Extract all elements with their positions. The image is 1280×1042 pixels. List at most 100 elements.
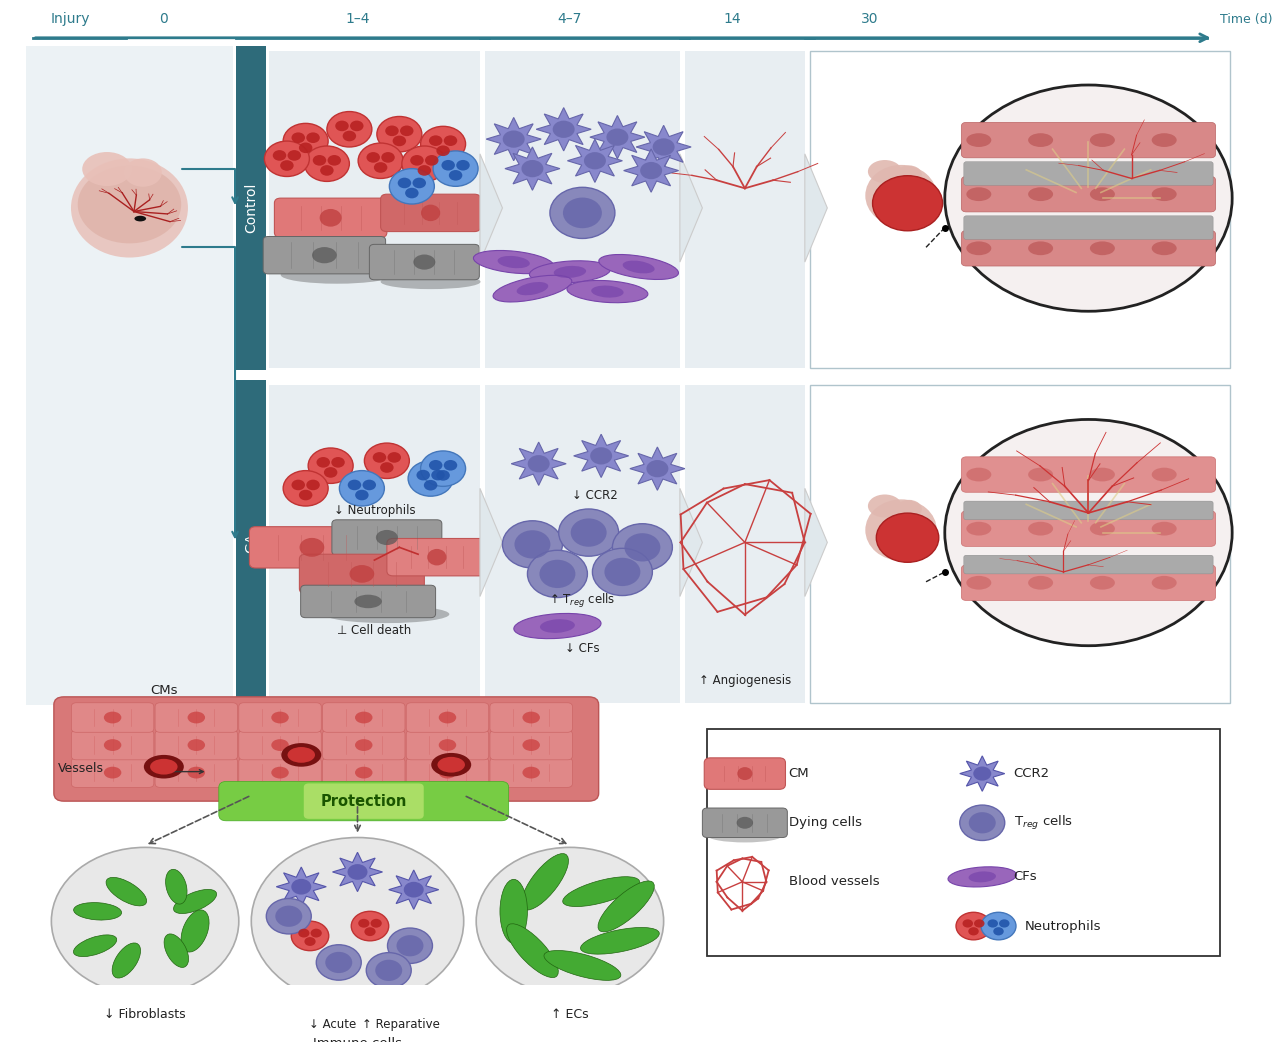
FancyBboxPatch shape bbox=[155, 702, 238, 733]
Circle shape bbox=[292, 479, 305, 491]
Text: CCR2: CCR2 bbox=[1014, 767, 1050, 780]
Ellipse shape bbox=[271, 767, 289, 778]
Ellipse shape bbox=[540, 619, 575, 632]
Ellipse shape bbox=[1028, 576, 1053, 590]
Circle shape bbox=[539, 560, 576, 588]
Circle shape bbox=[558, 508, 618, 556]
FancyBboxPatch shape bbox=[490, 702, 572, 733]
Text: Immune cells: Immune cells bbox=[314, 1037, 402, 1042]
Ellipse shape bbox=[1089, 576, 1115, 590]
Polygon shape bbox=[511, 442, 566, 486]
FancyBboxPatch shape bbox=[703, 808, 787, 838]
Circle shape bbox=[553, 121, 575, 138]
Text: ↓ Fibroblasts: ↓ Fibroblasts bbox=[104, 1008, 186, 1021]
Ellipse shape bbox=[868, 495, 901, 518]
Circle shape bbox=[366, 952, 411, 988]
Ellipse shape bbox=[143, 754, 184, 778]
Circle shape bbox=[503, 521, 562, 568]
Ellipse shape bbox=[521, 853, 568, 910]
Circle shape bbox=[355, 490, 369, 500]
Circle shape bbox=[653, 139, 675, 155]
Ellipse shape bbox=[113, 943, 141, 978]
Ellipse shape bbox=[70, 158, 188, 257]
Ellipse shape bbox=[82, 152, 132, 187]
Circle shape bbox=[425, 155, 439, 166]
Circle shape bbox=[265, 141, 310, 176]
Ellipse shape bbox=[1152, 242, 1176, 255]
FancyBboxPatch shape bbox=[370, 245, 479, 279]
Circle shape bbox=[324, 467, 338, 477]
Circle shape bbox=[444, 460, 457, 471]
Ellipse shape bbox=[300, 538, 324, 556]
Circle shape bbox=[300, 490, 312, 500]
FancyBboxPatch shape bbox=[961, 456, 1216, 492]
Bar bbox=[237, 380, 266, 704]
Polygon shape bbox=[276, 867, 326, 907]
Circle shape bbox=[429, 460, 443, 471]
Text: Vessels: Vessels bbox=[58, 762, 104, 775]
Ellipse shape bbox=[104, 767, 122, 778]
Circle shape bbox=[326, 111, 372, 147]
FancyBboxPatch shape bbox=[72, 730, 154, 760]
Circle shape bbox=[563, 198, 602, 228]
FancyBboxPatch shape bbox=[264, 237, 385, 274]
Bar bbox=[685, 386, 805, 702]
Circle shape bbox=[404, 188, 419, 198]
Bar bbox=[485, 386, 680, 702]
Circle shape bbox=[398, 177, 411, 189]
Circle shape bbox=[288, 150, 301, 160]
Ellipse shape bbox=[1089, 468, 1115, 481]
Text: ↑ Reparative: ↑ Reparative bbox=[362, 1018, 440, 1031]
Polygon shape bbox=[623, 149, 678, 192]
Circle shape bbox=[372, 452, 387, 463]
Ellipse shape bbox=[708, 828, 782, 842]
FancyBboxPatch shape bbox=[300, 554, 425, 594]
Polygon shape bbox=[389, 870, 439, 910]
Text: ⊥ Cell death: ⊥ Cell death bbox=[337, 624, 411, 638]
Circle shape bbox=[945, 85, 1233, 312]
Circle shape bbox=[389, 169, 434, 204]
Circle shape bbox=[956, 913, 991, 940]
Ellipse shape bbox=[74, 902, 122, 920]
Ellipse shape bbox=[736, 817, 753, 828]
FancyBboxPatch shape bbox=[155, 730, 238, 760]
Circle shape bbox=[476, 847, 663, 995]
FancyBboxPatch shape bbox=[964, 216, 1213, 240]
Polygon shape bbox=[567, 139, 622, 182]
Circle shape bbox=[402, 146, 447, 181]
Polygon shape bbox=[486, 118, 541, 160]
Circle shape bbox=[550, 188, 614, 239]
Circle shape bbox=[308, 448, 353, 483]
Circle shape bbox=[424, 480, 438, 491]
Circle shape bbox=[969, 812, 996, 834]
Ellipse shape bbox=[544, 950, 621, 981]
Circle shape bbox=[973, 767, 991, 780]
FancyBboxPatch shape bbox=[387, 539, 486, 576]
Circle shape bbox=[320, 165, 334, 176]
Circle shape bbox=[625, 534, 660, 562]
Text: Dying cells: Dying cells bbox=[788, 816, 861, 829]
FancyBboxPatch shape bbox=[250, 526, 374, 568]
Circle shape bbox=[275, 905, 302, 926]
FancyBboxPatch shape bbox=[239, 758, 321, 788]
Circle shape bbox=[429, 135, 443, 146]
Circle shape bbox=[306, 479, 320, 491]
Polygon shape bbox=[504, 147, 559, 191]
Polygon shape bbox=[536, 107, 591, 151]
Circle shape bbox=[312, 155, 326, 166]
Ellipse shape bbox=[1028, 133, 1053, 147]
Circle shape bbox=[51, 847, 239, 995]
Ellipse shape bbox=[500, 879, 527, 943]
Circle shape bbox=[646, 460, 668, 477]
Circle shape bbox=[612, 524, 672, 571]
Circle shape bbox=[358, 919, 370, 927]
Circle shape bbox=[442, 159, 454, 171]
Ellipse shape bbox=[966, 133, 991, 147]
Ellipse shape bbox=[969, 871, 996, 883]
Ellipse shape bbox=[271, 712, 289, 723]
Ellipse shape bbox=[1089, 133, 1115, 147]
Ellipse shape bbox=[522, 767, 540, 778]
Circle shape bbox=[283, 123, 328, 158]
Circle shape bbox=[527, 455, 549, 472]
Circle shape bbox=[332, 457, 344, 468]
